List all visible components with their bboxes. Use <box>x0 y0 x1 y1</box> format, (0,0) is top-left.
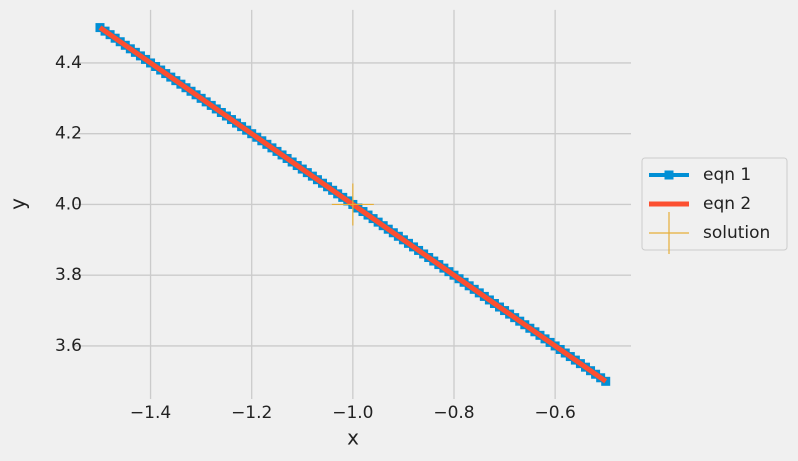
legend-box <box>641 157 788 251</box>
y-tick-label: 4.0 <box>55 194 82 214</box>
y-tick-label: 4.2 <box>55 124 82 144</box>
legend-swatch <box>664 170 674 180</box>
y-tick-label: 4.4 <box>55 53 82 73</box>
y-tick-label: 3.6 <box>55 336 82 356</box>
x-tick-label: −0.6 <box>535 403 576 423</box>
legend-label: solution <box>703 223 770 243</box>
x-tick-label: −0.8 <box>433 403 474 423</box>
legend-swatch <box>649 212 689 254</box>
legend-label: eqn 1 <box>703 165 751 185</box>
x-tick-label: −1.2 <box>231 403 272 423</box>
y-tick-label: 3.8 <box>55 265 82 285</box>
y-axis-label: y <box>6 198 30 210</box>
legend-label: eqn 2 <box>703 194 751 214</box>
marker <box>331 183 374 226</box>
x-tick-label: −1.0 <box>332 403 373 423</box>
x-tick-label: −1.4 <box>130 403 171 423</box>
x-axis-label: x <box>347 426 359 450</box>
